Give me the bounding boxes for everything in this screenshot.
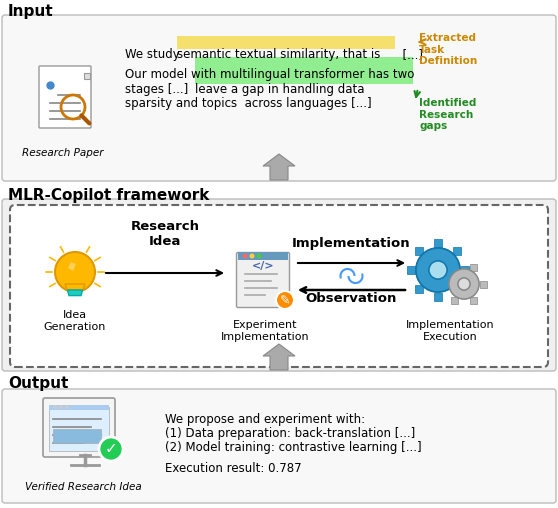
Text: (2) Model training: contrastive learning [...]: (2) Model training: contrastive learning… [165,441,422,454]
FancyBboxPatch shape [461,266,469,274]
Text: Research
Idea: Research Idea [131,220,200,248]
Text: Research Paper: Research Paper [22,148,104,158]
FancyBboxPatch shape [434,239,442,247]
Text: ✎: ✎ [280,294,290,306]
FancyBboxPatch shape [470,297,477,304]
Circle shape [429,261,447,279]
Circle shape [55,252,95,292]
Circle shape [449,269,479,299]
FancyBboxPatch shape [49,405,109,410]
Text: Observation: Observation [306,292,397,305]
FancyBboxPatch shape [195,57,413,84]
Circle shape [53,405,57,409]
Text: Extracted
Task
Definition: Extracted Task Definition [419,33,477,66]
Circle shape [257,253,262,259]
FancyBboxPatch shape [2,199,556,371]
Text: Execution result: 0.787: Execution result: 0.787 [165,462,302,475]
Text: [...]: [...] [395,48,423,61]
Circle shape [458,278,470,290]
Polygon shape [263,154,295,180]
Polygon shape [68,290,83,296]
FancyBboxPatch shape [415,285,423,293]
Text: sparsity and topics  across languages [...]: sparsity and topics across languages [..… [125,97,372,110]
FancyBboxPatch shape [470,264,477,271]
FancyBboxPatch shape [238,252,288,260]
FancyBboxPatch shape [2,15,556,181]
Circle shape [59,405,63,409]
FancyBboxPatch shape [451,297,458,304]
Text: MLR-Copilot framework: MLR-Copilot framework [8,188,209,203]
Circle shape [449,269,479,299]
Circle shape [429,261,447,279]
Text: stages [...]: stages [...] [125,83,188,96]
FancyBboxPatch shape [453,247,461,255]
FancyBboxPatch shape [451,264,458,271]
Text: </>: </> [252,261,275,271]
Text: Experiment
Implementation: Experiment Implementation [220,320,309,341]
Text: (1) Data preparation: back-translation [...]: (1) Data preparation: back-translation [… [165,427,415,440]
Circle shape [99,437,123,461]
FancyBboxPatch shape [2,389,556,503]
Text: Implementation
Execution: Implementation Execution [406,320,494,341]
Text: We propose and experiment with:: We propose and experiment with: [165,413,365,426]
Text: Verified Research Idea: Verified Research Idea [25,482,141,492]
FancyBboxPatch shape [237,252,290,307]
Text: semantic textual similarity, that is: semantic textual similarity, that is [177,48,381,61]
FancyBboxPatch shape [441,280,449,288]
Circle shape [416,248,460,292]
Polygon shape [84,73,90,79]
Circle shape [249,253,254,259]
FancyBboxPatch shape [177,36,395,49]
FancyBboxPatch shape [10,205,548,367]
FancyBboxPatch shape [53,429,101,443]
FancyBboxPatch shape [407,266,415,274]
FancyBboxPatch shape [49,407,109,451]
FancyBboxPatch shape [453,285,461,293]
Polygon shape [263,344,295,370]
Text: ✓: ✓ [105,441,117,457]
Circle shape [65,405,69,409]
Text: Identified
Research
gaps: Identified Research gaps [419,98,477,131]
FancyBboxPatch shape [415,247,423,255]
Text: leave a gap in handling data: leave a gap in handling data [195,83,364,96]
Text: Idea
Generation: Idea Generation [44,310,106,332]
FancyBboxPatch shape [39,66,91,128]
Text: Our model with multilingual transformer has two: Our model with multilingual transformer … [125,68,415,81]
Text: Input: Input [8,4,54,19]
Circle shape [458,278,470,290]
Polygon shape [65,284,85,290]
FancyBboxPatch shape [479,280,487,288]
FancyBboxPatch shape [434,293,442,301]
Text: Implementation: Implementation [292,237,411,250]
Text: Output: Output [8,376,69,391]
Circle shape [276,291,294,309]
Circle shape [416,248,460,292]
Circle shape [243,253,248,259]
FancyBboxPatch shape [43,398,115,457]
Text: We study: We study [125,48,184,61]
Polygon shape [68,262,76,271]
